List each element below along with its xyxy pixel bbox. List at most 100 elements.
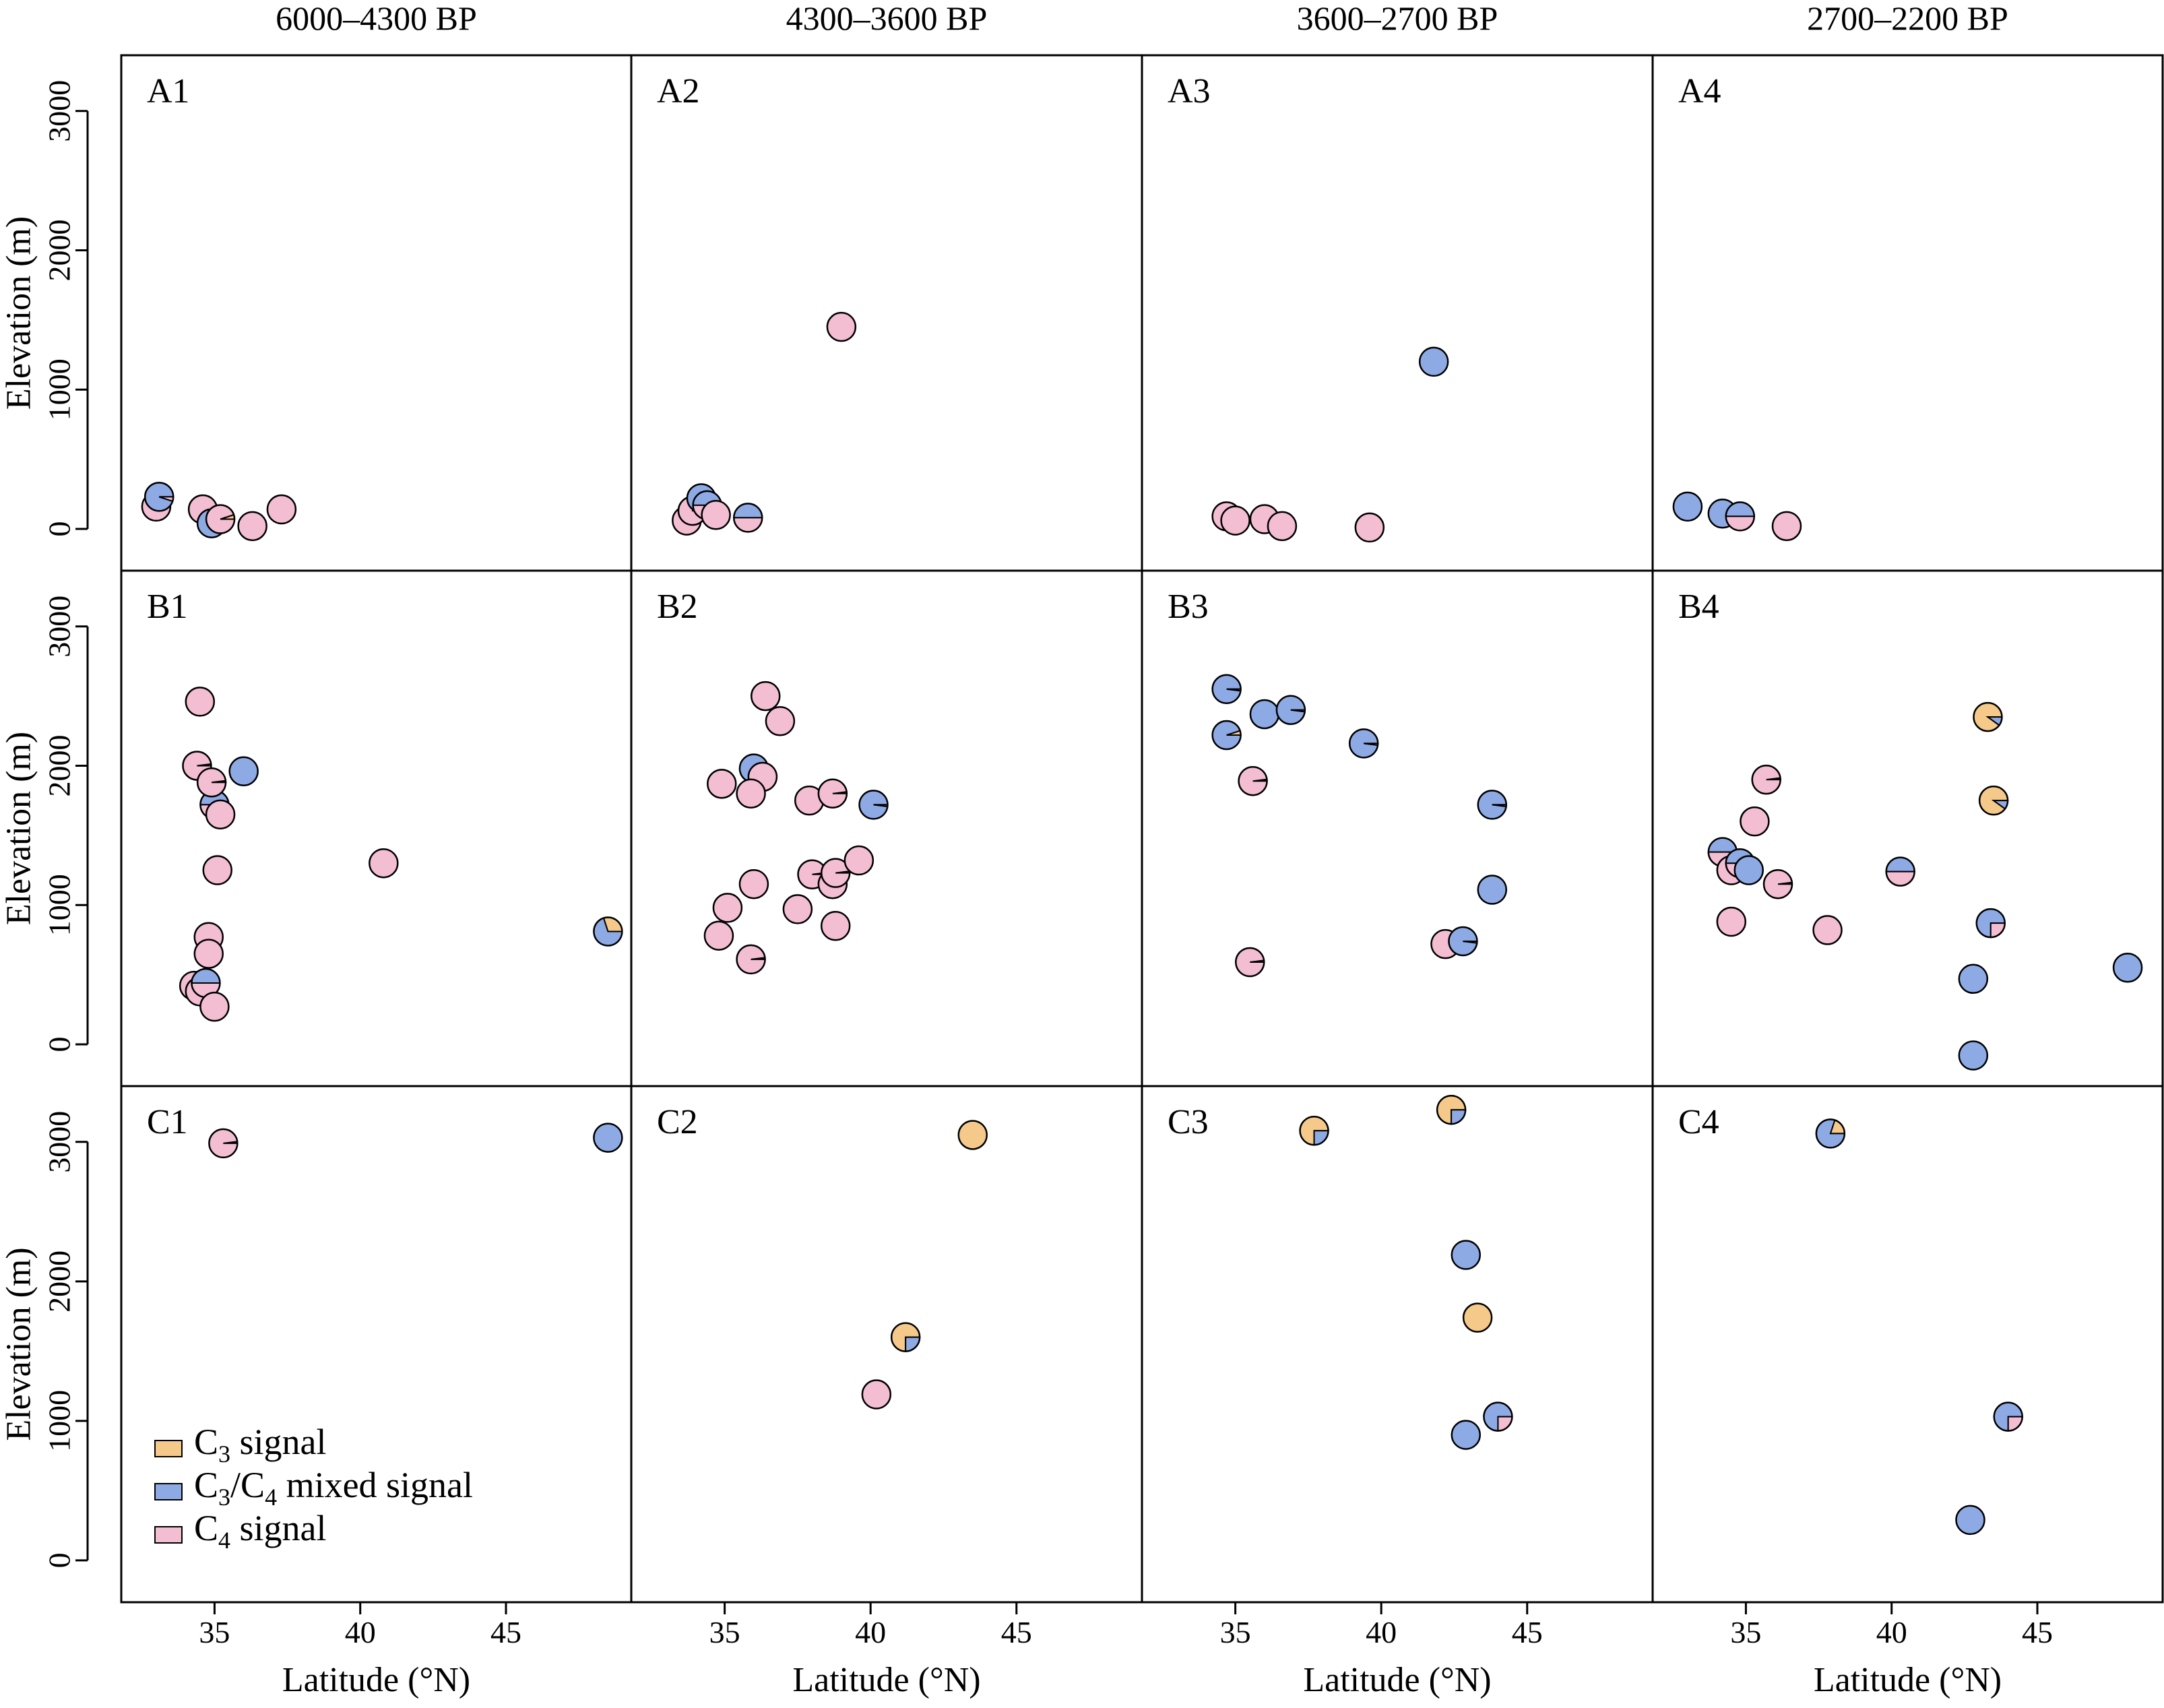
pie-outline	[844, 845, 874, 876]
data-point	[890, 1322, 921, 1352]
data-point	[1348, 728, 1379, 759]
data-point	[1725, 501, 1756, 532]
pie-slice	[1355, 513, 1384, 542]
data-point	[733, 503, 763, 533]
pie-slice	[765, 707, 794, 736]
pie-slice	[2113, 953, 2142, 982]
data-point	[1275, 695, 1306, 726]
data-point	[957, 1120, 988, 1150]
data-point	[1267, 511, 1298, 542]
data-point	[369, 848, 399, 879]
data-point	[1993, 1401, 2023, 1432]
pie-outline	[1958, 1040, 1989, 1071]
pie-slice	[206, 800, 235, 829]
pie-slice	[1717, 908, 1746, 937]
pie-outline	[1483, 1401, 1513, 1432]
panel-label: A3	[1168, 72, 1211, 110]
pie-slice	[783, 895, 812, 924]
pie-slice	[739, 870, 768, 899]
column-title: 4300–3600 BP	[786, 0, 988, 37]
axes	[75, 110, 2039, 1614]
data-point	[1975, 908, 2006, 939]
data-point	[1815, 1118, 1846, 1149]
pie-outline	[765, 706, 796, 736]
legend-label-mix: C3/C4 mixed signal	[194, 1465, 473, 1511]
data-point	[1436, 1094, 1467, 1125]
data-point	[593, 1122, 623, 1153]
data-point	[1448, 926, 1478, 957]
data-point	[820, 910, 851, 941]
column-title: 6000–4300 BP	[276, 0, 477, 37]
y-tick-label: 0	[42, 1552, 77, 1568]
pie-outline	[1462, 1302, 1493, 1333]
pie-outline	[1267, 511, 1298, 542]
pie-slice	[1477, 875, 1506, 904]
pie-outline	[185, 687, 216, 717]
data-point	[205, 504, 236, 534]
pie-slice	[1740, 807, 1769, 836]
pie-outline	[1448, 926, 1478, 957]
pie-slice	[229, 757, 258, 786]
pie-slice	[827, 313, 856, 342]
pie-outline	[1436, 1094, 1467, 1125]
panel-label: C1	[147, 1103, 188, 1141]
data-point	[1733, 855, 1764, 885]
pie-outline	[736, 778, 766, 809]
y-tick-label: 2000	[42, 1251, 77, 1312]
y-axis-title: Elevation (m)	[0, 732, 38, 925]
y-tick-label: 1000	[42, 874, 77, 936]
data-point	[750, 681, 781, 711]
data-point	[861, 1379, 892, 1410]
pie-outline	[1771, 511, 1802, 542]
pie-outline	[202, 855, 232, 885]
pie-outline	[1716, 906, 1747, 937]
pie-outline	[1958, 963, 1989, 994]
data-point	[1958, 963, 1989, 994]
data-point	[202, 855, 232, 885]
data-point	[1751, 764, 1781, 795]
pie-outline	[593, 916, 623, 947]
pie-outline	[1975, 908, 2006, 939]
x-tick-label: 45	[490, 1615, 521, 1649]
pie-outline	[890, 1322, 921, 1352]
data-point	[228, 756, 259, 786]
y-tick-label: 3000	[42, 80, 77, 142]
pie-outline	[237, 511, 267, 542]
pie-slice	[713, 893, 742, 922]
pie-slice	[1959, 1041, 1987, 1070]
data-point	[1418, 346, 1449, 377]
pie-outline	[1955, 1505, 1985, 1536]
legend-swatch-mix	[154, 1483, 183, 1500]
y-tick-label: 3000	[42, 596, 77, 658]
y-tick-label: 2000	[42, 734, 77, 796]
legend-label-c4: C4 signal	[194, 1508, 327, 1554]
pie-outline	[1993, 1401, 2023, 1432]
data-point	[703, 920, 734, 951]
data-point	[826, 311, 857, 342]
data-point	[1716, 906, 1747, 937]
pie-slice	[1451, 1240, 1480, 1269]
panel-label: A4	[1678, 72, 1721, 110]
data-point	[196, 767, 227, 798]
data-point	[1740, 806, 1770, 837]
y-tick-label: 1000	[42, 1390, 77, 1452]
pie-outline	[782, 894, 813, 924]
data-point	[736, 944, 766, 975]
x-tick-label: 45	[1001, 1615, 1032, 1649]
data-point	[765, 706, 796, 736]
data-point	[782, 894, 813, 924]
pie-slice	[1250, 699, 1279, 728]
x-tick-label: 45	[2022, 1615, 2053, 1649]
data-point	[199, 991, 230, 1022]
pie-slice	[751, 682, 780, 711]
pie-outline	[1740, 806, 1770, 837]
pie-slice	[369, 849, 398, 878]
pie-outline	[1815, 1118, 1846, 1149]
pie-slice	[1885, 871, 1915, 887]
pie-slice	[844, 846, 873, 875]
pie-outline	[736, 944, 766, 975]
data-point	[1211, 720, 1242, 751]
labels: 6000–4300 BP 4300–3600 BP 3600–2700 BP 2700…	[0, 0, 2053, 1699]
pie-outline	[826, 311, 857, 342]
pie-slice	[1267, 511, 1296, 540]
